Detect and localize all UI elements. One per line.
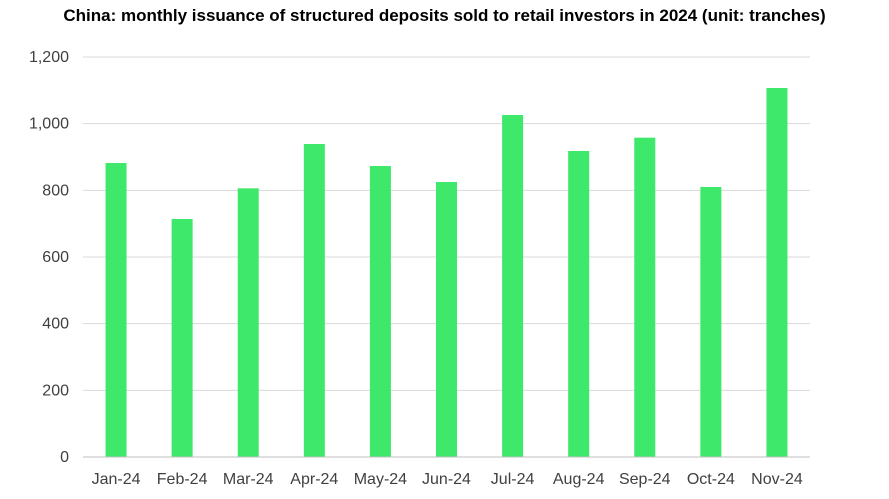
- bar-apr-24: [303, 144, 325, 457]
- y-tick-label: 400: [42, 316, 69, 333]
- x-tick-label: Aug-24: [553, 471, 605, 488]
- x-tick-label: Jul-24: [491, 471, 535, 488]
- x-tick-label: Feb-24: [157, 471, 208, 488]
- x-tick-label: Mar-24: [223, 471, 274, 488]
- x-tick-label: May-24: [354, 471, 407, 488]
- bar-jun-24: [436, 182, 457, 457]
- bar-jan-24: [105, 163, 127, 457]
- y-tick-label: 1,000: [29, 116, 69, 133]
- y-tick-label: 0: [60, 449, 69, 466]
- x-tick-label: Nov-24: [751, 471, 803, 488]
- bar-sep-24: [634, 137, 656, 457]
- bars: [105, 88, 788, 458]
- x-tick-label: Sep-24: [619, 471, 671, 488]
- bar-aug-24: [568, 151, 590, 457]
- x-tick-label: Jan-24: [92, 471, 141, 488]
- bar-nov-24: [766, 88, 788, 457]
- x-tick-label: Jun-24: [422, 471, 471, 488]
- x-tick-labels: Jan-24 Feb-24 Mar-24 Apr-24 May-24 Jun-24 Jul-…: [92, 471, 803, 488]
- bar-may-24: [369, 166, 391, 457]
- y-tick-label: 1,200: [29, 49, 69, 66]
- y-tick-labels: 0 200 400 600 800 1,000 1,200: [29, 49, 69, 466]
- y-tick-label: 800: [42, 182, 69, 199]
- x-tick-label: Oct-24: [687, 471, 735, 488]
- chart-title: China: monthly issuance of structured de…: [63, 6, 826, 25]
- y-tick-label: 200: [42, 382, 69, 399]
- bar-jul-24: [502, 115, 524, 457]
- bar-oct-24: [700, 187, 722, 457]
- bar-mar-24: [237, 188, 259, 458]
- x-tick-label: Apr-24: [290, 471, 338, 488]
- y-tick-label: 600: [42, 249, 69, 266]
- bar-feb-24: [171, 219, 193, 457]
